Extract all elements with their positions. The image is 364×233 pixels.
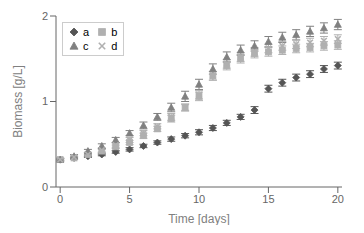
svg-text:0: 0 bbox=[42, 181, 48, 193]
svg-text:15: 15 bbox=[262, 193, 274, 205]
html-text:d: d bbox=[111, 40, 118, 52]
svg-text:20: 20 bbox=[332, 193, 344, 205]
svg-text:1: 1 bbox=[42, 95, 48, 107]
svg-text:2: 2 bbox=[42, 10, 48, 22]
html-text:b: b bbox=[111, 26, 118, 38]
svg-text:Biomass [g/L]: Biomass [g/L] bbox=[11, 65, 25, 138]
svg-text:Time [days]: Time [days] bbox=[168, 212, 230, 225]
html-text:a: a bbox=[83, 26, 90, 38]
svg-text:10: 10 bbox=[193, 193, 205, 205]
html-text:c: c bbox=[83, 40, 89, 52]
svg-text:5: 5 bbox=[127, 193, 133, 205]
svg-text:0: 0 bbox=[57, 193, 63, 205]
